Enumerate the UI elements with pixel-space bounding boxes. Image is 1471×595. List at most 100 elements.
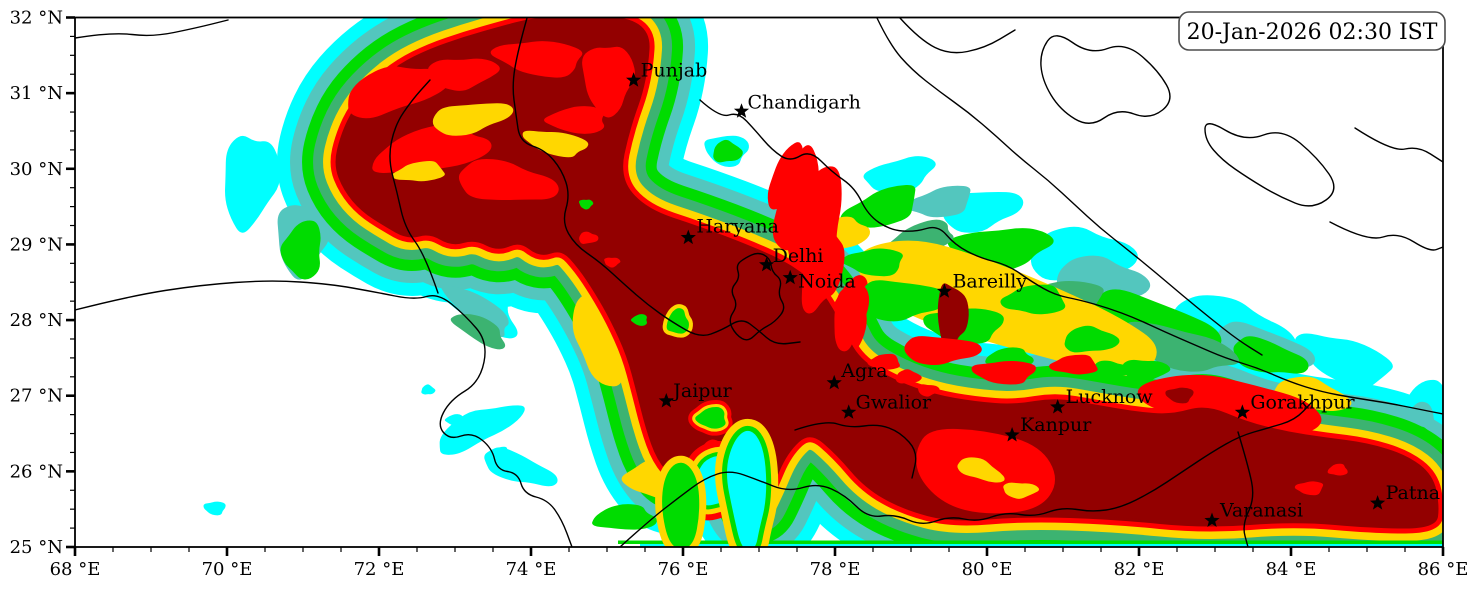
fog-valley-notch bbox=[730, 433, 764, 547]
y-tick-label: 26 °N bbox=[10, 461, 63, 482]
fog-lobe-cyan bbox=[225, 135, 281, 233]
fog-patch-red bbox=[604, 257, 621, 268]
state-boundary-lines bbox=[75, 17, 1443, 547]
fog-patch-green bbox=[1092, 360, 1131, 380]
city-star-icon bbox=[841, 404, 857, 419]
boundary-loop bbox=[729, 252, 785, 341]
boundary-line bbox=[899, 17, 1016, 54]
boundary-line bbox=[1329, 221, 1443, 251]
city-marker-patna: Patna bbox=[1370, 482, 1440, 510]
city-star-icon bbox=[826, 374, 842, 390]
fog-lobe-cyan bbox=[444, 414, 463, 426]
city-markers-layer: Punjab Chandigarh Haryana Delhi Noida Bareill… bbox=[626, 59, 1440, 527]
y-tick-label: 29 °N bbox=[10, 234, 63, 255]
fog-patch-red bbox=[896, 369, 922, 384]
fog-lobe-cyan bbox=[1295, 333, 1393, 389]
x-tick-label: 72 °E bbox=[354, 559, 405, 580]
fog-patch-red bbox=[1049, 354, 1098, 375]
city-marker-bareilly: Bareilly bbox=[936, 270, 1027, 298]
boundary-line bbox=[389, 79, 439, 294]
city-star-icon bbox=[759, 256, 775, 272]
city-label: Delhi bbox=[773, 245, 824, 267]
fog-patch-red bbox=[971, 360, 1037, 385]
x-tick-label: 82 °E bbox=[1114, 559, 1165, 580]
x-tick-label: 86 °E bbox=[1418, 559, 1469, 580]
fog-patch-red bbox=[801, 222, 845, 314]
fog-patch-red bbox=[544, 106, 605, 134]
fog-patch-darkred bbox=[1165, 387, 1194, 404]
city-label: Punjab bbox=[641, 59, 708, 81]
x-tick-label: 78 °E bbox=[810, 559, 861, 580]
fog-patch-red bbox=[582, 46, 635, 118]
city-label: Chandigarh bbox=[748, 91, 861, 113]
fog-strip-green bbox=[618, 540, 1443, 544]
fog-patch-red bbox=[867, 353, 900, 370]
fog-patch-green bbox=[579, 199, 594, 210]
y-tick-label: 32 °N bbox=[10, 8, 63, 29]
fog-patch-red bbox=[490, 41, 583, 78]
x-tick-label: 70 °E bbox=[202, 559, 253, 580]
city-label: Gorakhpur bbox=[1250, 391, 1355, 413]
fog-patch-red bbox=[1327, 463, 1348, 476]
city-marker-varanasi: Varanasi bbox=[1204, 500, 1303, 527]
fog-lobe-cyan bbox=[421, 384, 436, 395]
x-tick-label: 74 °E bbox=[506, 559, 557, 580]
city-label: Lucknow bbox=[1066, 386, 1154, 408]
city-label: Gwalior bbox=[856, 391, 932, 413]
fog-patch-gold bbox=[1003, 482, 1040, 499]
city-marker-jaipur: Jaipur bbox=[658, 380, 733, 408]
y-tick-label: 30 °N bbox=[10, 159, 63, 180]
city-marker-kanpur: Kanpur bbox=[1004, 414, 1092, 442]
boundary-loop bbox=[1204, 123, 1335, 207]
x-tick-label: 84 °E bbox=[1266, 559, 1317, 580]
fog-valley-notch bbox=[667, 467, 695, 544]
city-label: Haryana bbox=[696, 216, 779, 238]
city-star-icon bbox=[1370, 495, 1386, 510]
y-tick-label: 25 °N bbox=[10, 537, 63, 558]
fog-contour-layers bbox=[203, 17, 1443, 547]
boundary-line bbox=[75, 280, 573, 547]
y-tick-label: 28 °N bbox=[10, 310, 63, 331]
fog-lobe-cyan bbox=[863, 156, 936, 194]
city-star-icon bbox=[626, 72, 642, 87]
fog-lobe-green bbox=[840, 184, 916, 228]
city-marker-noida: Noida bbox=[782, 269, 856, 293]
x-tick-label: 68 °E bbox=[50, 559, 101, 580]
timestamp-frame bbox=[1178, 11, 1446, 51]
boundary-line bbox=[512, 17, 801, 345]
fog-patch-red bbox=[904, 336, 982, 365]
axis-ticks bbox=[66, 16, 1445, 556]
fog-lobe-cyan bbox=[484, 447, 558, 487]
y-axis-tick-labels: 32 °N 31 °N 30 °N 29 °N 28 °N 27 °N 26 °N 25 °N bbox=[10, 8, 63, 559]
city-label: Agra bbox=[840, 360, 887, 382]
fog-patch-red bbox=[458, 158, 559, 201]
city-label: Varanasi bbox=[1219, 500, 1303, 522]
fog-lobe-cyan bbox=[493, 446, 510, 457]
city-label: Kanpur bbox=[1020, 414, 1092, 436]
city-star-icon bbox=[782, 269, 798, 285]
city-marker-chandigarh: Chandigarh bbox=[733, 91, 861, 118]
boundary-line bbox=[699, 99, 1443, 415]
fog-lobe-aqua bbox=[907, 185, 971, 218]
fog-patch-gold bbox=[957, 457, 1005, 483]
boundary-line bbox=[75, 19, 229, 39]
fog-lobe-cyan bbox=[439, 405, 525, 455]
city-star-icon bbox=[1234, 404, 1250, 419]
fog-patch-gold bbox=[522, 130, 589, 158]
city-marker-lucknow: Lucknow bbox=[1050, 386, 1154, 414]
city-label: Patna bbox=[1386, 482, 1440, 504]
city-star-icon bbox=[680, 229, 696, 245]
x-tick-label: 76 °E bbox=[658, 559, 709, 580]
city-marker-haryana: Haryana bbox=[680, 216, 779, 245]
fog-patch-green bbox=[859, 280, 948, 322]
x-axis-tick-labels: 68 °E 70 °E 72 °E 74 °E 76 °E 78 °E 80 °E 82 °E… bbox=[50, 559, 1469, 580]
fog-patch-green bbox=[1122, 359, 1171, 383]
fog-hole-ring bbox=[666, 308, 689, 334]
fog-lobe-green bbox=[713, 139, 743, 163]
boundary-line bbox=[619, 401, 1313, 547]
city-star-icon bbox=[1204, 512, 1220, 527]
city-marker-delhi: Delhi bbox=[759, 245, 824, 272]
fog-lobe-green bbox=[280, 220, 321, 280]
city-marker-gorakhpur: Gorakhpur bbox=[1234, 391, 1356, 419]
boundary-line bbox=[1354, 127, 1443, 163]
